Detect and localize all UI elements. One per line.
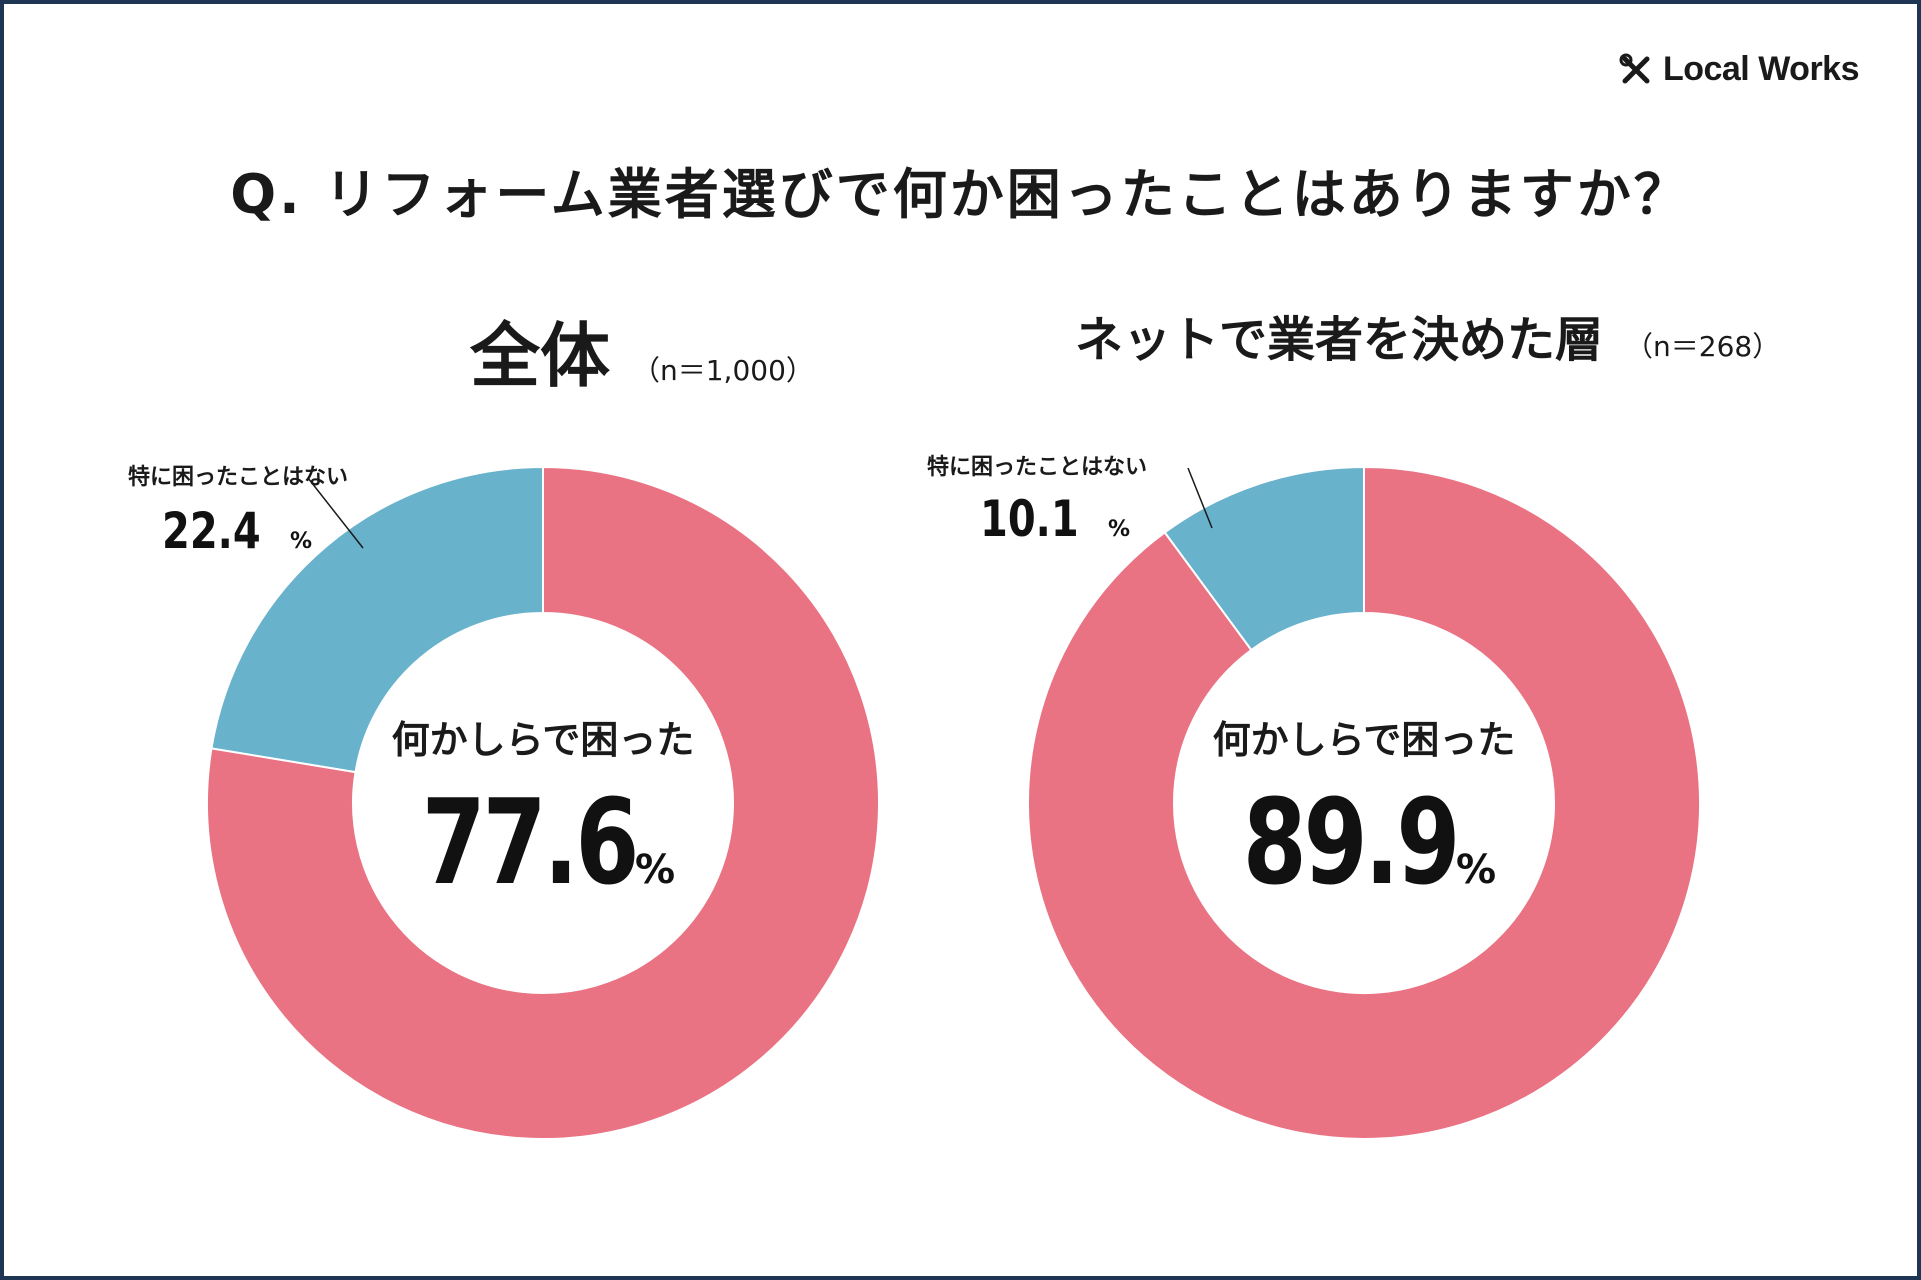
slice-troubled (1027, 465, 1701, 1140)
center-value: 77.6 (422, 774, 637, 911)
leader-line (307, 477, 364, 549)
minor-unit: % (290, 529, 312, 554)
brand-logo: Local Works (1619, 50, 1860, 89)
center-unit: % (1456, 847, 1496, 893)
minor-label: 特に困ったことはない (927, 454, 1147, 480)
minor-label: 特に困ったことはない (128, 464, 348, 490)
donut-chart-online: 何かしらで困った 89.9% 特に困ったことはない 10.1% (927, 454, 1701, 1140)
minor-value: 10.1 (980, 490, 1079, 549)
minor-value: 22.4 (162, 502, 261, 561)
slice-troubled (206, 465, 880, 1140)
center-label: 何かしらで困った (1213, 718, 1516, 762)
leader-line (1187, 467, 1213, 529)
sample-size: （n＝268） (1625, 330, 1781, 363)
question-title: Q. リフォーム業者選びで何か困ったことはありますか？ (230, 163, 1691, 226)
tools-icon (1619, 53, 1650, 83)
brand-name: Local Works (1662, 50, 1860, 88)
chart-title-online: ネットで業者を決めた層 （n＝268） (1075, 300, 1780, 380)
slice-not-troubled (210, 465, 544, 774)
minor-unit: % (1108, 517, 1130, 542)
center-value: 89.9 (1243, 774, 1458, 911)
sample-size: （n＝1,000） (632, 354, 814, 387)
center-label: 何かしらで困った (392, 718, 695, 762)
chart-title-overall: 全体 （n＝1,000） (470, 300, 814, 397)
center-unit: % (635, 847, 675, 893)
chart-title-text: ネットで業者を決めた層 (1075, 312, 1604, 368)
donut-chart-overall: 何かしらで困った 77.6% 特に困ったことはない 22.4% (128, 464, 880, 1140)
slice-not-troubled (1163, 465, 1365, 652)
chart-title-text: 全体 (470, 315, 610, 397)
